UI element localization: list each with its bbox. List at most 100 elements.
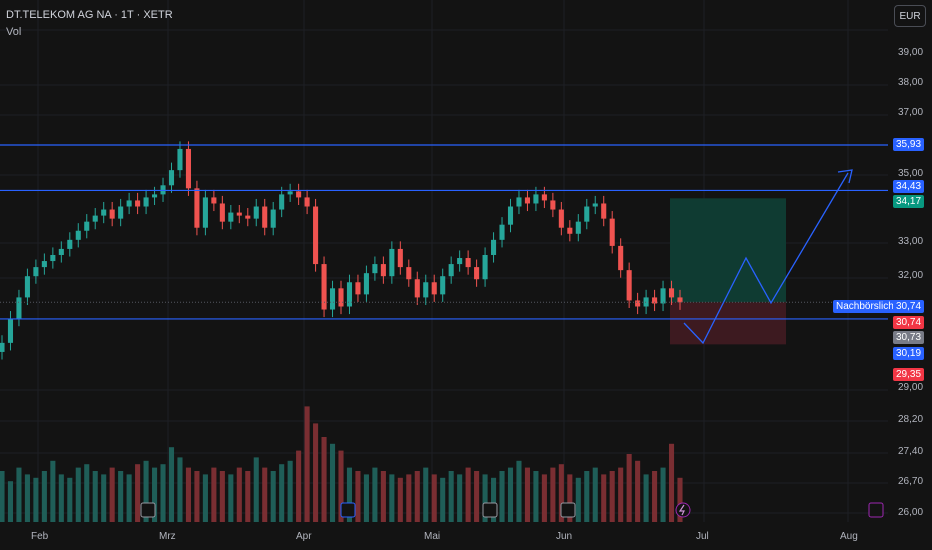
candle-body	[465, 258, 471, 268]
candle-body	[397, 248, 403, 268]
candle-body	[296, 191, 302, 198]
price-tag-29-35[interactable]: 29,35	[893, 368, 925, 381]
candle-body	[448, 264, 454, 277]
volume-bar	[516, 460, 522, 522]
volume-bar	[423, 467, 429, 522]
candle-body	[16, 297, 22, 319]
volume-bar	[245, 471, 251, 522]
volume-bar	[584, 471, 590, 522]
symbol-title[interactable]: DT.TELEKOM AG NA · 1T · XETR	[6, 9, 173, 21]
projection-arrowhead	[837, 169, 853, 184]
candle-body	[338, 288, 344, 307]
volume-bar	[567, 474, 573, 522]
price-tick: 37,00	[898, 107, 924, 118]
candle-body	[236, 212, 242, 216]
candle-body	[558, 209, 564, 228]
volume-bar	[397, 477, 403, 522]
candle-body	[160, 185, 166, 195]
price-tag-35-93[interactable]: 35,93	[893, 138, 925, 151]
volume-bar	[558, 464, 564, 522]
volume-bar	[643, 474, 649, 522]
event-marker-icon	[868, 502, 884, 518]
currency-button[interactable]: EUR	[894, 5, 926, 27]
volume-bar	[474, 471, 480, 522]
volume-bar	[372, 467, 378, 522]
volume-bar	[575, 477, 581, 522]
candle-body	[618, 245, 624, 271]
time-label: Mai	[424, 531, 441, 542]
after-hours-tag[interactable]: Nachbörslich	[833, 300, 897, 313]
candle-body	[660, 288, 666, 304]
price-tick: 27,40	[898, 446, 924, 457]
volume-bar	[677, 477, 683, 522]
volume-bar	[168, 447, 175, 522]
price-tag-34-43[interactable]: 34,43	[893, 180, 925, 193]
volume-bar	[135, 464, 141, 522]
candle-body	[541, 194, 547, 201]
event-marker-icon	[482, 502, 498, 518]
volume-bar	[601, 474, 607, 522]
volume-bar	[431, 474, 437, 522]
candle-body	[363, 273, 369, 295]
candle-body	[0, 342, 5, 352]
volume-bar	[457, 474, 463, 522]
volume-bar	[67, 477, 73, 522]
volume-bar	[304, 406, 310, 522]
candle-body	[423, 282, 429, 298]
price-tick: 26,70	[898, 476, 924, 487]
candle-body	[75, 230, 81, 240]
price-tag-after-hours[interactable]: 30,74	[893, 300, 925, 313]
dividend-flash-icon	[675, 502, 691, 518]
candle-body	[643, 297, 649, 307]
price-tick: 35,00	[898, 168, 924, 179]
volume-bar	[33, 477, 39, 522]
candle-body	[609, 218, 615, 246]
price-tag-34-17[interactable]: 34,17	[893, 195, 925, 208]
candle-body	[321, 264, 327, 310]
volume-bar	[253, 457, 259, 522]
candle-body	[329, 288, 336, 310]
candle-body	[168, 170, 175, 186]
lightning-icon	[678, 504, 685, 516]
time-label: Mrz	[159, 531, 176, 542]
candle-body	[24, 276, 30, 298]
price-tag-30-19[interactable]: 30,19	[893, 347, 925, 360]
candle-body	[126, 200, 132, 207]
volume-bar	[652, 471, 658, 522]
candle-body	[33, 267, 39, 277]
price-tag-30-73[interactable]: 30,73	[893, 331, 925, 344]
volume-bar	[618, 467, 624, 522]
candle-body	[550, 200, 556, 210]
volume-bar	[296, 450, 302, 522]
volume-bar	[507, 467, 514, 522]
volume-bar	[262, 467, 268, 522]
volume-bar	[626, 454, 632, 522]
time-label: Aug	[840, 531, 858, 542]
volume-bar	[329, 443, 336, 522]
time-label: Jul	[696, 531, 709, 542]
candle-body	[584, 206, 590, 222]
volume-bar	[414, 471, 420, 522]
volume-bar	[406, 474, 412, 522]
volume-bar	[194, 471, 200, 522]
price-tag-last[interactable]: 30,74	[893, 316, 925, 329]
volume-bar	[279, 464, 285, 522]
price-tick: 38,00	[898, 77, 924, 88]
candle-body	[84, 221, 90, 231]
volume-bar	[635, 460, 641, 522]
candle-body	[270, 209, 276, 228]
volume-bar	[609, 471, 615, 522]
time-label: Jun	[556, 531, 573, 542]
candle-body	[482, 254, 488, 280]
volume-label[interactable]: Vol	[6, 26, 22, 38]
candle-body	[152, 194, 158, 198]
volume-bar	[491, 477, 497, 522]
candle-body	[516, 197, 522, 207]
candle-body	[524, 197, 530, 204]
price-tick: 33,00	[898, 236, 924, 247]
volume-bar	[228, 474, 234, 522]
candle-body	[389, 248, 395, 277]
volume-bar	[7, 481, 14, 522]
volume-bar	[143, 460, 149, 522]
